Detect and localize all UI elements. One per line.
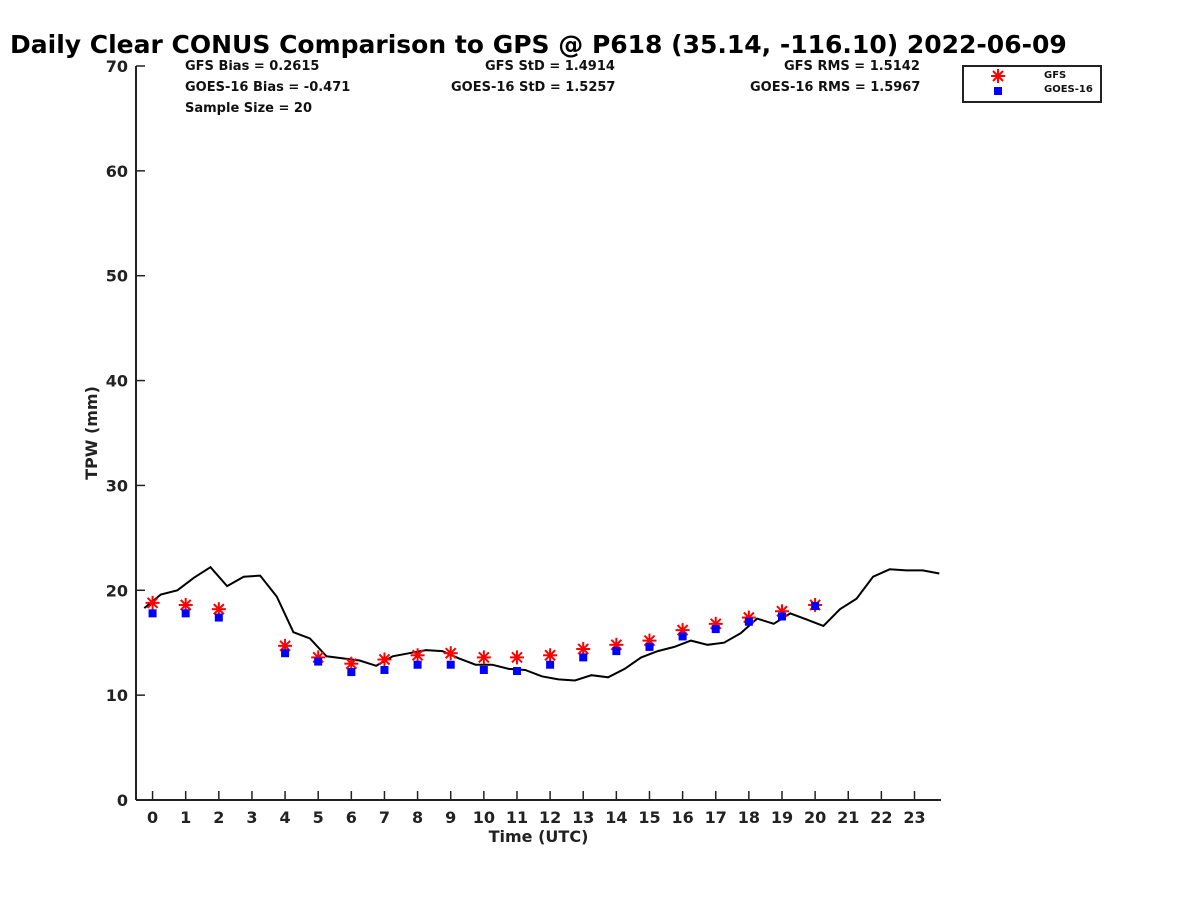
y-tick-label: 20 xyxy=(106,581,128,600)
legend-goes-label: GOES-16 xyxy=(1044,84,1093,95)
x-tick-label: 15 xyxy=(638,808,660,827)
gfs-point-stroke xyxy=(411,649,424,662)
gfs-point xyxy=(410,648,425,663)
gfs-rms-text: GFS RMS = 1.5142 xyxy=(784,59,920,74)
chart-title: Daily Clear CONUS Comparison to GPS @ P6… xyxy=(10,30,1067,59)
gfs-point xyxy=(145,595,160,610)
y-tick-label: 40 xyxy=(106,372,128,391)
goes-point xyxy=(711,625,720,634)
x-tick-label: 13 xyxy=(572,808,594,827)
y-tick-label: 10 xyxy=(106,686,128,705)
x-tick-label: 7 xyxy=(379,808,390,827)
gfs-point xyxy=(476,650,491,665)
legend-markers xyxy=(991,69,1005,95)
gfs-point-stroke xyxy=(511,651,523,664)
x-tick-label: 5 xyxy=(313,808,324,827)
x-tick-label: 1 xyxy=(180,808,191,827)
x-tick-label: 8 xyxy=(412,808,423,827)
legend-gfs-marker xyxy=(991,69,1005,83)
x-tick-label: 21 xyxy=(837,808,859,827)
x-tick-label: 19 xyxy=(771,808,793,827)
y-tick-label: 0 xyxy=(117,791,128,810)
gfs-point-stroke xyxy=(577,643,589,655)
x-tick-label: 14 xyxy=(605,808,627,827)
x-tick-label: 18 xyxy=(738,808,760,827)
goes-point xyxy=(546,660,555,669)
x-tick-label: 0 xyxy=(147,808,158,827)
x-tick-label: 9 xyxy=(445,808,456,827)
goes-point xyxy=(479,665,488,674)
goes-std-text: GOES-16 StD = 1.5257 xyxy=(451,80,616,95)
goes-point xyxy=(214,613,223,622)
x-tick-label: 16 xyxy=(671,808,693,827)
x-tick-label: 17 xyxy=(705,808,727,827)
goes-rms-text: GOES-16 RMS = 1.5967 xyxy=(750,80,921,95)
x-tick-label: 12 xyxy=(539,808,561,827)
x-axis-label: Time (UTC) xyxy=(489,827,589,846)
goes-bias-text: GOES-16 Bias = -0.471 xyxy=(185,80,351,95)
x-tick-label: 2 xyxy=(213,808,224,827)
gfs-point-stroke xyxy=(544,649,556,662)
gfs-point xyxy=(509,650,524,665)
gfs-point xyxy=(543,648,558,663)
y-axis-label: TPW (mm) xyxy=(82,386,101,480)
y-tick-label: 50 xyxy=(106,267,128,286)
goes-point xyxy=(512,667,521,676)
goes-point xyxy=(811,602,820,611)
gfs-point-stroke xyxy=(213,603,225,615)
y-tick-label: 70 xyxy=(106,57,128,76)
gfs-point xyxy=(377,652,392,667)
x-tick-label: 22 xyxy=(870,808,892,827)
y-tick-label: 60 xyxy=(106,162,128,181)
y-tick-label: 30 xyxy=(106,476,128,495)
x-tick-label: 23 xyxy=(903,808,925,827)
goes-point xyxy=(612,647,621,656)
gfs-point-stroke xyxy=(146,597,159,609)
goes-point xyxy=(744,617,753,626)
gfs-bias-text: GFS Bias = 0.2615 xyxy=(185,59,320,74)
legend-goes-marker xyxy=(994,87,1002,95)
goes-point xyxy=(446,660,455,669)
goes-point xyxy=(181,609,190,618)
x-tick-label: 6 xyxy=(346,808,357,827)
gfs-point-stroke xyxy=(179,599,192,611)
gfs-point-stroke xyxy=(478,651,490,664)
goes-point xyxy=(413,660,422,669)
gfs-point-stroke xyxy=(345,657,358,670)
goes-point xyxy=(281,649,290,658)
gps-series-line xyxy=(143,565,940,682)
goes-point xyxy=(347,668,356,677)
x-tick-label: 10 xyxy=(473,808,495,827)
legend-gfs-label: GFS xyxy=(1044,70,1067,81)
goes-point xyxy=(777,612,786,621)
x-tick-label: 11 xyxy=(506,808,528,827)
x-tick-label: 20 xyxy=(804,808,826,827)
goes-point xyxy=(579,653,588,662)
goes-point xyxy=(678,632,687,641)
gfs-std-text: GFS StD = 1.4914 xyxy=(485,59,615,74)
gfs-point xyxy=(344,656,359,671)
legend: GFS GOES-16 xyxy=(962,65,1102,103)
gfs-point xyxy=(576,642,591,657)
gfs-point xyxy=(443,646,458,661)
goes-point xyxy=(645,642,654,651)
x-tick-label: 4 xyxy=(280,808,291,827)
goes-point xyxy=(314,657,323,666)
x-tick-label: 3 xyxy=(246,808,257,827)
goes-point xyxy=(148,609,157,618)
gfs-point-stroke xyxy=(444,647,457,659)
sample-size-text: Sample Size = 20 xyxy=(185,101,313,116)
goes-point xyxy=(380,665,389,674)
gfs-point-stroke xyxy=(378,653,391,666)
